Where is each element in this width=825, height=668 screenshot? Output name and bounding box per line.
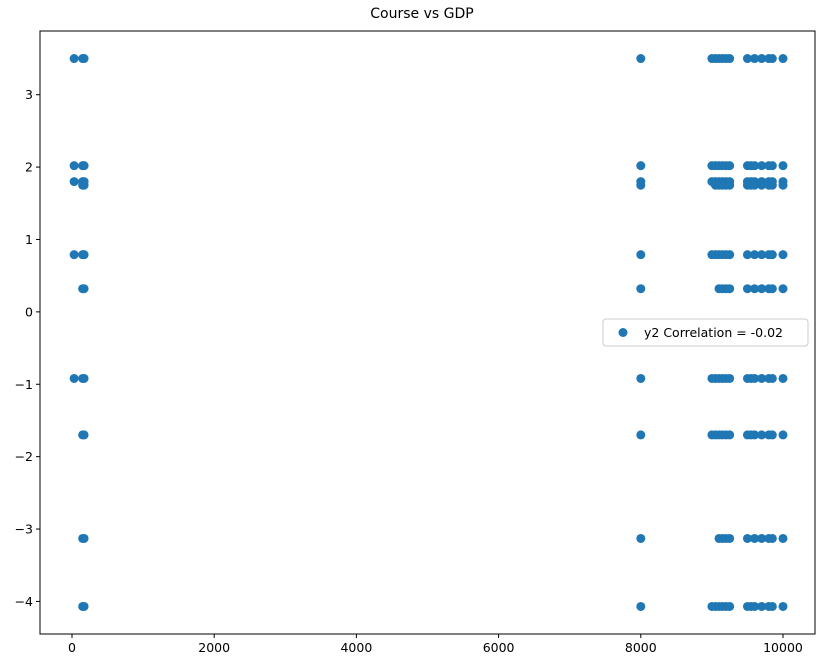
data-point [79, 533, 89, 543]
data-point [69, 373, 79, 383]
data-point [69, 177, 79, 187]
data-point [636, 54, 646, 64]
data-point [767, 180, 777, 190]
data-point [778, 250, 788, 260]
data-point [636, 284, 646, 294]
data-point [636, 533, 646, 543]
data-point [767, 373, 777, 383]
data-point [750, 180, 760, 190]
data-point [750, 250, 760, 260]
data-point [750, 601, 760, 611]
data-point [79, 180, 89, 190]
data-point [79, 601, 89, 611]
data-point [79, 161, 89, 171]
data-point [636, 250, 646, 260]
data-point [767, 161, 777, 171]
data-point [778, 601, 788, 611]
data-point [767, 284, 777, 294]
y-tick-label: −2 [15, 449, 33, 464]
plot-frame [39, 30, 816, 635]
data-point [69, 54, 79, 64]
x-tick-label: 8000 [625, 640, 657, 655]
data-point [636, 180, 646, 190]
data-point [725, 373, 735, 383]
data-point [778, 54, 788, 64]
data-point [750, 54, 760, 64]
y-tick-label: 1 [25, 232, 33, 247]
y-tick-label: 0 [25, 304, 33, 319]
data-point [778, 284, 788, 294]
axes: 0 2000 4000 6000 8000 10000 −4 −3 −2 −1 0 1 2 3 [15, 30, 816, 655]
data-point [636, 430, 646, 440]
data-point [79, 250, 89, 260]
x-tick-label: 6000 [483, 640, 515, 655]
data-point [725, 601, 735, 611]
data-point [725, 54, 735, 64]
data-point [69, 250, 79, 260]
y-tick-label: 3 [25, 87, 33, 102]
data-point [767, 54, 777, 64]
data-point [767, 601, 777, 611]
data-point [778, 430, 788, 440]
data-point [742, 533, 752, 543]
data-point [757, 284, 767, 294]
data-point [636, 373, 646, 383]
data-point [767, 250, 777, 260]
data-point [778, 533, 788, 543]
legend: y2 Correlation = -0.02 [602, 318, 809, 347]
y-tick-label: −1 [15, 377, 33, 392]
legend-marker [618, 328, 628, 337]
data-point [725, 161, 735, 171]
data-point [757, 180, 767, 190]
data-point [757, 373, 767, 383]
data-point [757, 533, 767, 543]
legend-box [602, 318, 809, 347]
data-point [778, 373, 788, 383]
data-point [79, 284, 89, 294]
data-point [767, 533, 777, 543]
data-point [79, 54, 89, 64]
data-point [750, 430, 760, 440]
x-tick-label: 4000 [340, 640, 372, 655]
data-point [757, 601, 767, 611]
data-point [742, 284, 752, 294]
data-point [79, 430, 89, 440]
data-point [750, 161, 760, 171]
x-tick-label: 0 [68, 640, 76, 655]
data-point [725, 284, 735, 294]
y-tick-label: −4 [15, 594, 33, 609]
data-point [79, 373, 89, 383]
data-point [757, 161, 767, 171]
data-point [69, 161, 79, 171]
chart-title: Course vs GDP [370, 6, 473, 22]
data-point [750, 373, 760, 383]
data-point [750, 284, 760, 294]
y-tick-label: 2 [25, 160, 33, 175]
legend-label: y2 Correlation = -0.02 [644, 325, 783, 340]
data-point [742, 54, 752, 64]
data-point [725, 250, 735, 260]
data-point [750, 533, 760, 543]
data-point [778, 161, 788, 171]
data-point [757, 54, 767, 64]
data-point [636, 601, 646, 611]
data-point [742, 250, 752, 260]
data-point [636, 161, 646, 171]
data-point [757, 430, 767, 440]
data-point [725, 533, 735, 543]
y-tick-label: −3 [15, 522, 33, 537]
data-point [725, 180, 735, 190]
x-tick-label: 2000 [198, 640, 230, 655]
data-points [69, 54, 788, 611]
data-point [757, 250, 767, 260]
data-point [725, 430, 735, 440]
data-point [767, 430, 777, 440]
x-tick-label: 10000 [763, 640, 803, 655]
data-point [778, 180, 788, 190]
